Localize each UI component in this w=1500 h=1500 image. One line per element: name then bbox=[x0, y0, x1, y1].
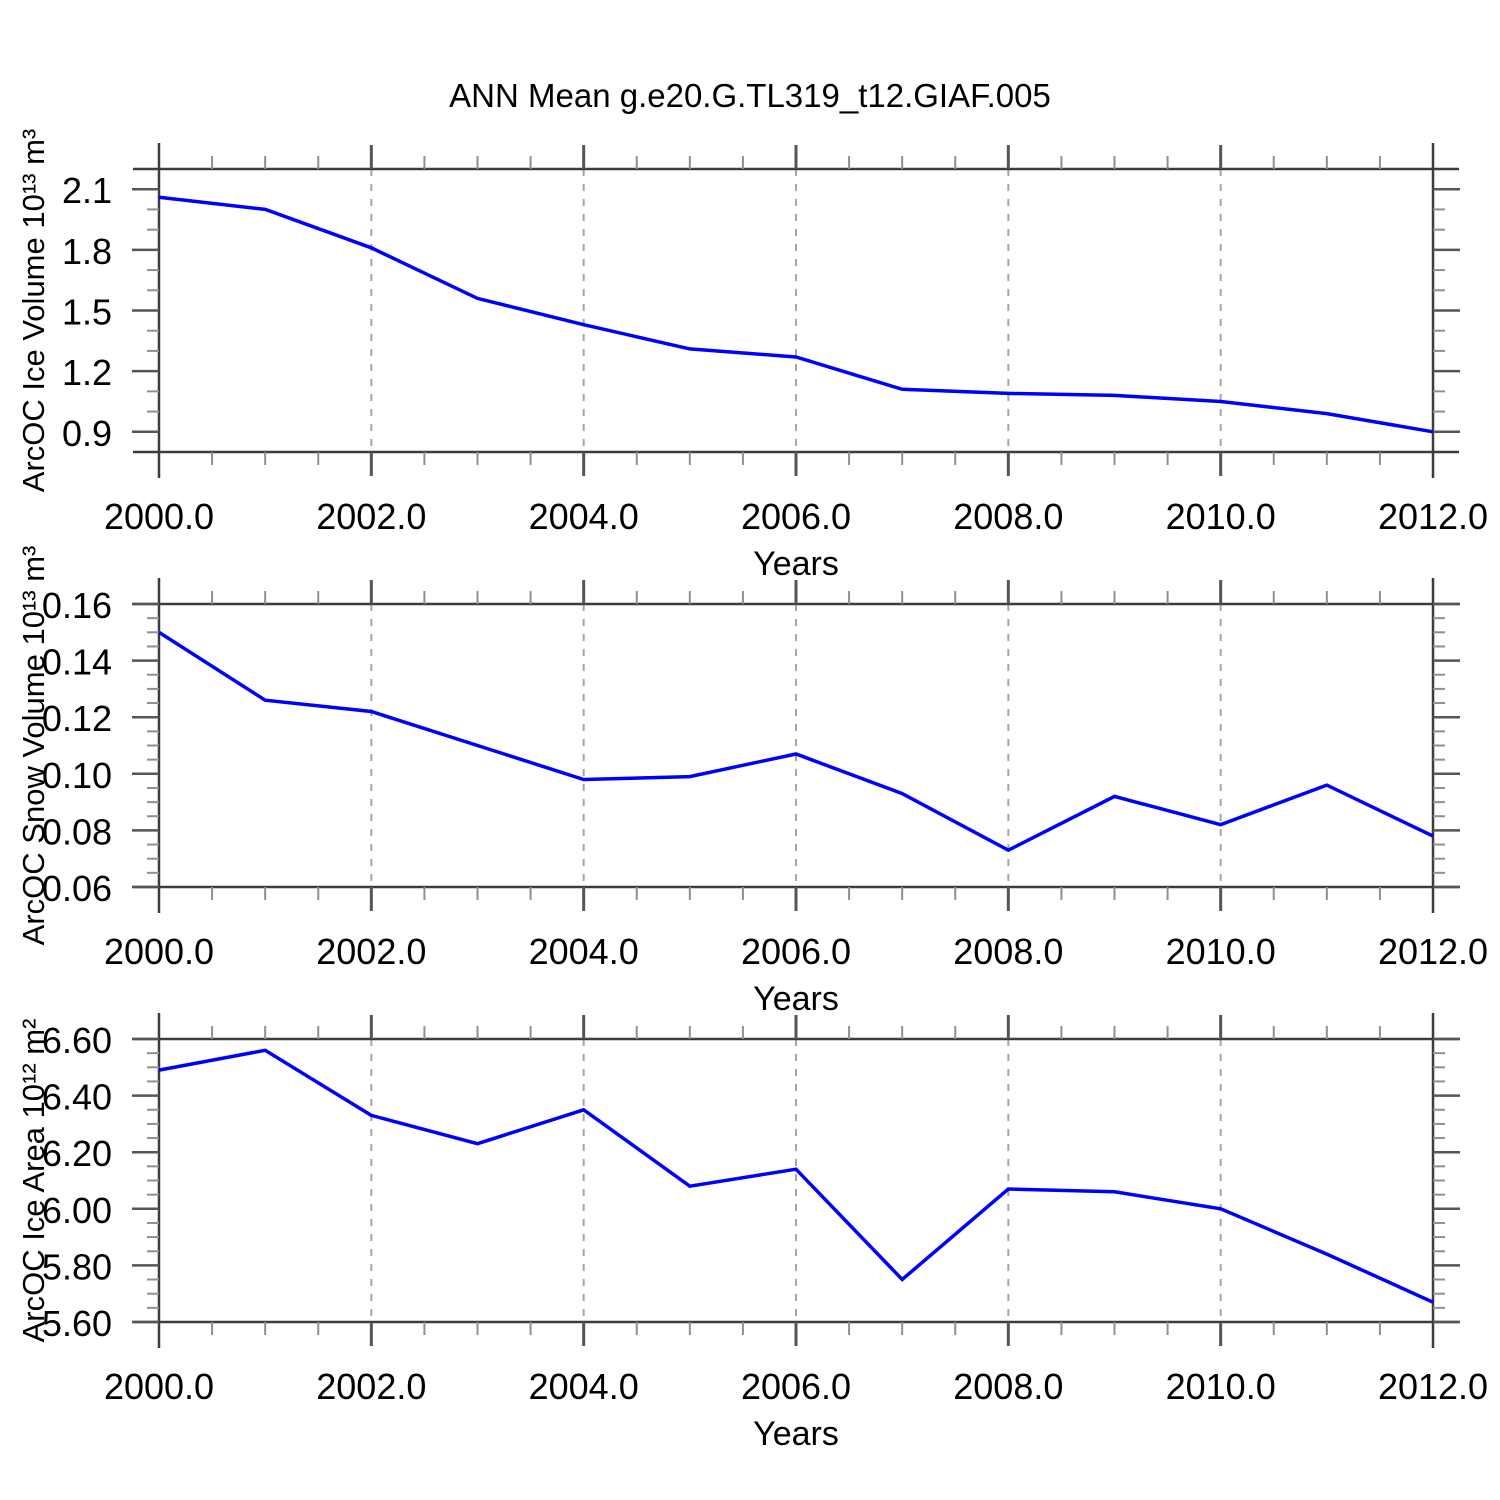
x-tick-label: 2000.0 bbox=[104, 1366, 214, 1407]
y-tick-label: 0.08 bbox=[42, 811, 112, 852]
y-tick-label: 0.9 bbox=[62, 413, 112, 454]
x-tick-label: 2004.0 bbox=[529, 931, 639, 972]
y-tick-label: 0.14 bbox=[42, 642, 112, 683]
x-tick-label: 2002.0 bbox=[316, 1366, 426, 1407]
panel-snow-volume: 0.16 0.14 0.12 0.10 0.08 0.06 2000.0 2002.0 2004… bbox=[16, 546, 1488, 1018]
y-tick-label: 0.12 bbox=[42, 698, 112, 739]
panel-snow-volume-plot: 0.16 0.14 0.12 0.10 0.08 0.06 2000.0 2002.0 2004… bbox=[42, 578, 1488, 972]
panel-ice-area-plot: 6.60 6.40 6.20 6.00 5.80 5.60 2000.0 2002.0 2004… bbox=[42, 1013, 1488, 1407]
panel-ice-volume: 2.1 1.8 1.5 1.2 0.9 2000.0 2002.0 2004.0 2006.0 2… bbox=[16, 129, 1488, 583]
x-tick-label: 2004.0 bbox=[529, 1366, 639, 1407]
panel-ice-volume-plot: 2.1 1.8 1.5 1.2 0.9 2000.0 2002.0 2004.0 2006.0 2… bbox=[62, 143, 1488, 537]
x-tick-label: 2012.0 bbox=[1378, 1366, 1488, 1407]
data-line-snow-volume bbox=[158, 630, 1434, 853]
x-tick-label: 2012.0 bbox=[1378, 931, 1488, 972]
y-tick-label: 1.2 bbox=[62, 352, 112, 393]
x-tick-label: 2006.0 bbox=[741, 496, 851, 537]
y-tick-label: 0.16 bbox=[42, 585, 112, 626]
y-tick-label: 6.40 bbox=[42, 1077, 112, 1118]
y-tick-label: 6.00 bbox=[42, 1190, 112, 1231]
chart-title: ANN Mean g.e20.G.TL319_t12.GIAF.005 bbox=[449, 77, 1051, 114]
x-tick-label: 2010.0 bbox=[1166, 1366, 1276, 1407]
y-tick-label: 1.8 bbox=[62, 231, 112, 272]
data-line-ice-area bbox=[158, 1048, 1434, 1304]
x-axis-title-years-3: Years bbox=[753, 1415, 839, 1453]
y-tick-label: 5.60 bbox=[42, 1303, 112, 1344]
x-tick-label: 2000.0 bbox=[104, 496, 214, 537]
x-tick-label: 2000.0 bbox=[104, 931, 214, 972]
y-tick-label: 1.5 bbox=[62, 292, 112, 333]
x-tick-label: 2008.0 bbox=[953, 931, 1063, 972]
y-axis-title-ice-volume: ArcOC Ice Volume 10¹³ m³ bbox=[16, 129, 51, 492]
x-axis-title-years-1: Years bbox=[753, 545, 839, 583]
y-tick-label: 6.20 bbox=[42, 1133, 112, 1174]
y-axis-title-snow-volume: ArcOC Snow Volume 10¹³ m³ bbox=[16, 546, 51, 946]
x-tick-label: 2008.0 bbox=[953, 1366, 1063, 1407]
y-axis-title-ice-area: ArcOC Ice Area 10¹² m² bbox=[16, 1019, 51, 1343]
y-tick-label: 0.10 bbox=[42, 755, 112, 796]
x-axis-title-years-2: Years bbox=[753, 980, 839, 1018]
x-tick-label: 2002.0 bbox=[316, 496, 426, 537]
y-tick-label: 5.80 bbox=[42, 1246, 112, 1287]
x-tick-label: 2006.0 bbox=[741, 1366, 851, 1407]
x-tick-label: 2006.0 bbox=[741, 931, 851, 972]
x-tick-label: 2002.0 bbox=[316, 931, 426, 972]
panel-ice-area: 6.60 6.40 6.20 6.00 5.80 5.60 2000.0 2002.0 2004… bbox=[16, 1013, 1488, 1453]
x-tick-label: 2008.0 bbox=[953, 496, 1063, 537]
y-tick-label: 0.06 bbox=[42, 868, 112, 909]
x-tick-label: 2010.0 bbox=[1166, 496, 1276, 537]
x-tick-label: 2004.0 bbox=[529, 496, 639, 537]
x-tick-label: 2010.0 bbox=[1166, 931, 1276, 972]
y-tick-label: 2.1 bbox=[62, 170, 112, 211]
data-line-ice-volume bbox=[158, 195, 1434, 434]
x-tick-label: 2012.0 bbox=[1378, 496, 1488, 537]
y-tick-label: 6.60 bbox=[42, 1020, 112, 1061]
